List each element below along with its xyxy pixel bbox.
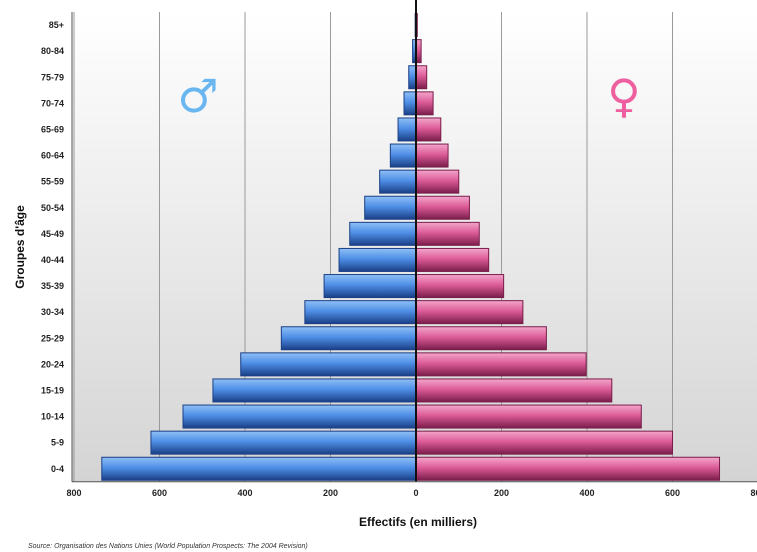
female-bar (415, 195, 470, 220)
x-tick-label: 400 (579, 488, 594, 498)
source-note: Source: Organisation des Nations Unies (… (28, 543, 308, 550)
y-tick-label: 65-69 (41, 124, 64, 134)
male-bar (240, 352, 417, 377)
male-bar (408, 65, 417, 90)
x-tick-label: 200 (323, 488, 338, 498)
y-tick-label: 55-59 (41, 177, 64, 187)
female-bar (415, 117, 442, 142)
female-bar (415, 169, 460, 194)
y-tick-label: 70-74 (41, 98, 64, 108)
male-bar (364, 195, 417, 220)
y-tick-label: 0-4 (51, 464, 64, 474)
y-tick-label: 80-84 (41, 46, 64, 56)
male-bar (323, 274, 417, 299)
female-bar (415, 65, 428, 90)
y-tick-label: 30-34 (41, 307, 64, 317)
female-bar (415, 91, 434, 116)
female-bar (415, 143, 449, 168)
tick-labels: 800 600 400 200 0 200 400 600 800 0-4 5-9 10-14 15-1… (41, 20, 757, 498)
y-tick-label: 45-49 (41, 229, 64, 239)
y-axis-title: Groupes d'âge (13, 205, 27, 289)
y-tick-label: 20-24 (41, 359, 64, 369)
x-tick-label: 0 (413, 488, 418, 498)
x-axis-title: Effectifs (en milliers) (359, 515, 477, 529)
male-bar (182, 404, 417, 429)
grid-lines (73, 12, 673, 482)
y-tick-label: 85+ (49, 20, 64, 30)
male-bar (280, 326, 417, 351)
male-symbol: ♂ (177, 69, 218, 123)
y-tick-label: 35-39 (41, 281, 64, 291)
female-bar (415, 326, 547, 351)
x-tick-label: 800 (66, 488, 81, 498)
female-bar (415, 378, 613, 403)
female-bar (415, 221, 480, 246)
male-bar (101, 456, 417, 481)
male-bar (150, 430, 417, 455)
male-bar (349, 221, 417, 246)
male-bar (379, 169, 417, 194)
female-bar (415, 300, 524, 325)
female-bar (415, 352, 587, 377)
y-tick-label: 10-14 (41, 412, 64, 422)
y-tick-label: 60-64 (41, 151, 64, 161)
female-bar (415, 247, 490, 272)
y-tick-label: 25-29 (41, 333, 64, 343)
x-tick-label: 800 (750, 488, 757, 498)
y-tick-label: 40-44 (41, 255, 64, 265)
x-tick-label: 600 (152, 488, 167, 498)
male-bar (212, 378, 417, 403)
plot-background (72, 12, 757, 482)
y-tick-label: 75-79 (41, 72, 64, 82)
female-bar (415, 430, 673, 455)
female-symbol: ♀ (607, 69, 641, 123)
male-bar (403, 91, 417, 116)
x-tick-label: 600 (665, 488, 680, 498)
x-tick-label: 200 (494, 488, 509, 498)
y-tick-label: 5-9 (51, 438, 64, 448)
male-bar (304, 300, 417, 325)
male-bar (338, 247, 417, 272)
female-bar (415, 456, 721, 481)
y-tick-label: 50-54 (41, 203, 64, 213)
y-tick-label: 15-19 (41, 385, 64, 395)
female-bar (415, 274, 505, 299)
bars (101, 13, 721, 481)
male-bar (389, 143, 417, 168)
axes (71, 0, 757, 483)
male-bar (397, 117, 417, 142)
x-tick-label: 400 (237, 488, 252, 498)
female-bar (415, 404, 642, 429)
